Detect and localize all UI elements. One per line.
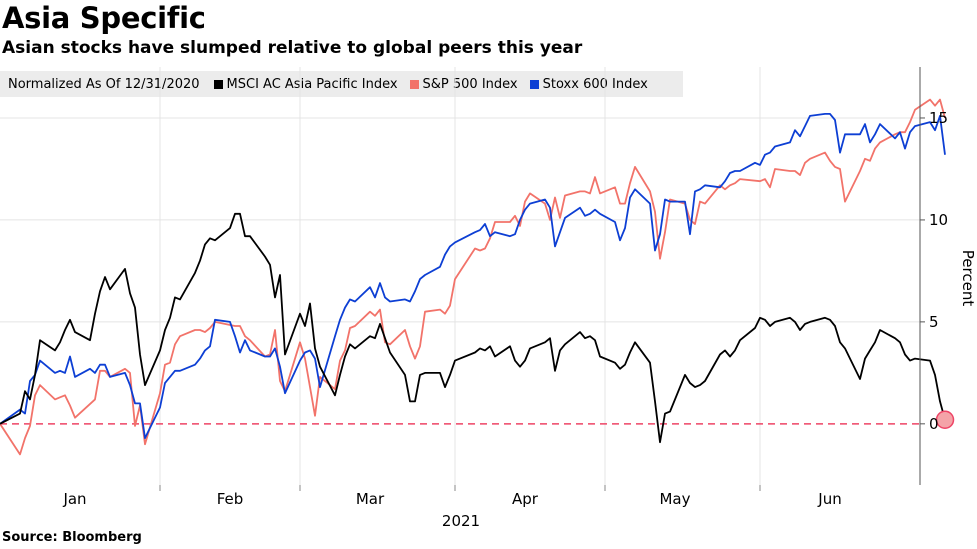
- y-tick-label: 15: [929, 109, 948, 127]
- normalization-note: Normalized As Of 12/31/2020: [8, 76, 200, 92]
- series-line-sp500: [0, 98, 946, 456]
- chart-subtitle: Asian stocks have slumped relative to gl…: [2, 38, 583, 58]
- x-tick-label: Jun: [817, 490, 841, 508]
- legend-swatch-asia: [213, 79, 223, 89]
- chart-title: Asia Specific: [2, 1, 206, 35]
- y-axis-title: Percent: [959, 250, 977, 307]
- legend-item-sp500: S&P 500 Index: [409, 76, 518, 92]
- legend-swatch-sp500: [409, 79, 419, 89]
- legend: Normalized As Of 12/31/2020 MSCI AC Asia…: [0, 71, 683, 97]
- legend-label-asia: MSCI AC Asia Pacific Index: [226, 76, 398, 92]
- axes: 0 5 10 15 Jan Feb Mar Apr May Jun: [62, 67, 948, 508]
- x-tick-label: Feb: [217, 490, 244, 508]
- series-line-stoxx: [0, 113, 946, 440]
- series-lines: [0, 98, 955, 456]
- grid: [0, 67, 920, 485]
- legend-item-asia: MSCI AC Asia Pacific Index: [213, 76, 398, 92]
- legend-label-sp500: S&P 500 Index: [422, 76, 518, 92]
- x-axis-year-label: 2021: [442, 512, 480, 530]
- y-tick-label: 10: [929, 211, 948, 229]
- y-tick-label: 0: [929, 415, 939, 433]
- legend-item-stoxx: Stoxx 600 Index: [529, 76, 648, 92]
- series-end-marker: [935, 410, 955, 430]
- x-tick-label: Apr: [512, 490, 539, 508]
- x-tick-label: Mar: [356, 490, 385, 508]
- legend-label-stoxx: Stoxx 600 Index: [542, 76, 648, 92]
- legend-swatch-stoxx: [529, 79, 539, 89]
- x-tick-label: May: [659, 490, 690, 508]
- series-line-asia: [0, 212, 946, 444]
- source-note: Source: Bloomberg: [2, 530, 142, 545]
- y-tick-label: 5: [929, 313, 939, 331]
- x-tick-label: Jan: [62, 490, 86, 508]
